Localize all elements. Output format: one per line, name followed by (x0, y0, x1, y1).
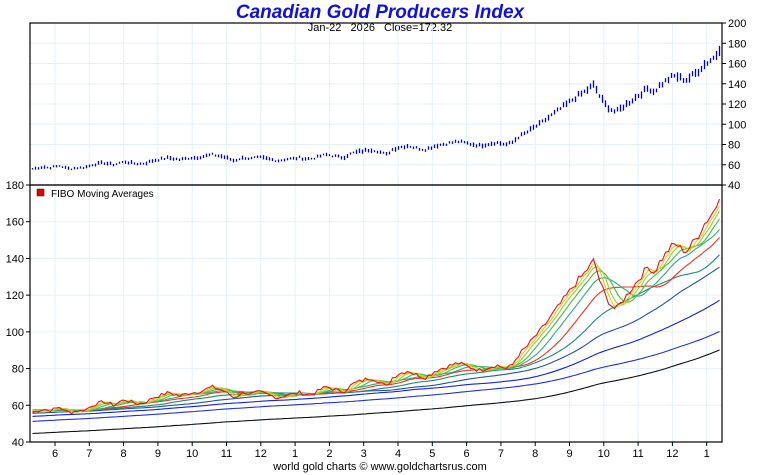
ma-panel-grid (30, 184, 722, 443)
y-tick-label: 40 (12, 437, 24, 449)
y-tick-label: 160 (728, 59, 746, 71)
x-tick-label: 12 (666, 448, 678, 460)
x-tick-label: 12 (255, 448, 267, 460)
y-tick-label: 180 (728, 38, 746, 50)
panel-frames (29, 22, 723, 443)
x-tick-label: 10 (598, 448, 610, 460)
y-tick-label: 140 (728, 79, 746, 91)
y-tick-label: 160 (6, 217, 24, 229)
y-tick-label: 140 (6, 253, 24, 265)
y-tick-label: 120 (6, 290, 24, 302)
price-bars (31, 45, 721, 171)
x-tick-label: 3 (361, 448, 367, 460)
y-tick-label: 40 (728, 180, 740, 192)
chart-subtitle: Jan-22 2026 Close=172.32 (0, 22, 760, 35)
x-tick-label: 8 (121, 448, 127, 460)
subtitle-close: Close=172.32 (384, 22, 453, 34)
ma-y-axis: 40 60 80 100 120 140 160 180 (6, 180, 30, 449)
x-tick-label: 7 (498, 448, 504, 460)
y-tick-label: 60 (728, 160, 740, 172)
x-tick-label: 1 (292, 448, 298, 460)
x-tick-label: 9 (155, 448, 161, 460)
footer-credit: world gold charts © www.goldchartsrus.co… (273, 461, 487, 473)
x-tick-label: 11 (221, 448, 232, 460)
x-tick-label: 11 (632, 448, 643, 460)
x-tick-label: 2 (326, 448, 332, 460)
x-tick-label: 8 (532, 448, 538, 460)
x-tick-label: 6 (464, 448, 470, 460)
x-tick-label: 4 (395, 448, 401, 460)
legend-swatch (36, 188, 45, 197)
y-tick-label: 80 (728, 140, 740, 152)
legend-label: FIBO Moving Averages (51, 189, 154, 200)
ma-panel-frame (29, 184, 723, 443)
subtitle-date: Jan-22 (307, 22, 342, 34)
moving-average-line (32, 331, 720, 422)
x-tick-label: 9 (566, 448, 572, 460)
y-tick-label: 100 (728, 119, 746, 131)
moving-average-line (32, 266, 720, 414)
moving-average-line (32, 299, 720, 417)
y-tick-label: 60 (12, 400, 24, 412)
price-y-axis: 40 60 80 100 120 140 160 180 200 (722, 18, 746, 192)
moving-average-line (32, 349, 720, 435)
y-tick-label: 80 (12, 364, 24, 376)
moving-average-line (32, 254, 720, 412)
moving-average-line (32, 228, 720, 411)
x-tick-label: 6 (52, 448, 58, 460)
moving-average-line (32, 198, 721, 415)
y-tick-label: 180 (6, 180, 24, 192)
y-tick-label: 100 (6, 327, 24, 339)
y-tick-label: 120 (728, 99, 746, 111)
price-panel-grid (30, 22, 722, 186)
subtitle-year: 2026 (350, 22, 375, 34)
x-tick-label: 7 (86, 448, 92, 460)
x-tick-label: 1 (704, 448, 710, 460)
x-tick-label: 5 (429, 448, 435, 460)
y-tick-label: 200 (728, 18, 746, 30)
x-axis-months: 6 7 8 9 10 11 12 1 2 3 4 5 6 7 8 9 10 11 12 1 (52, 442, 710, 460)
ma-legend: FIBO Moving Averages (36, 188, 154, 200)
chart-title: Canadian Gold Producers Index (235, 2, 525, 23)
moving-average-lines (32, 198, 721, 435)
x-tick-label: 10 (186, 448, 198, 460)
